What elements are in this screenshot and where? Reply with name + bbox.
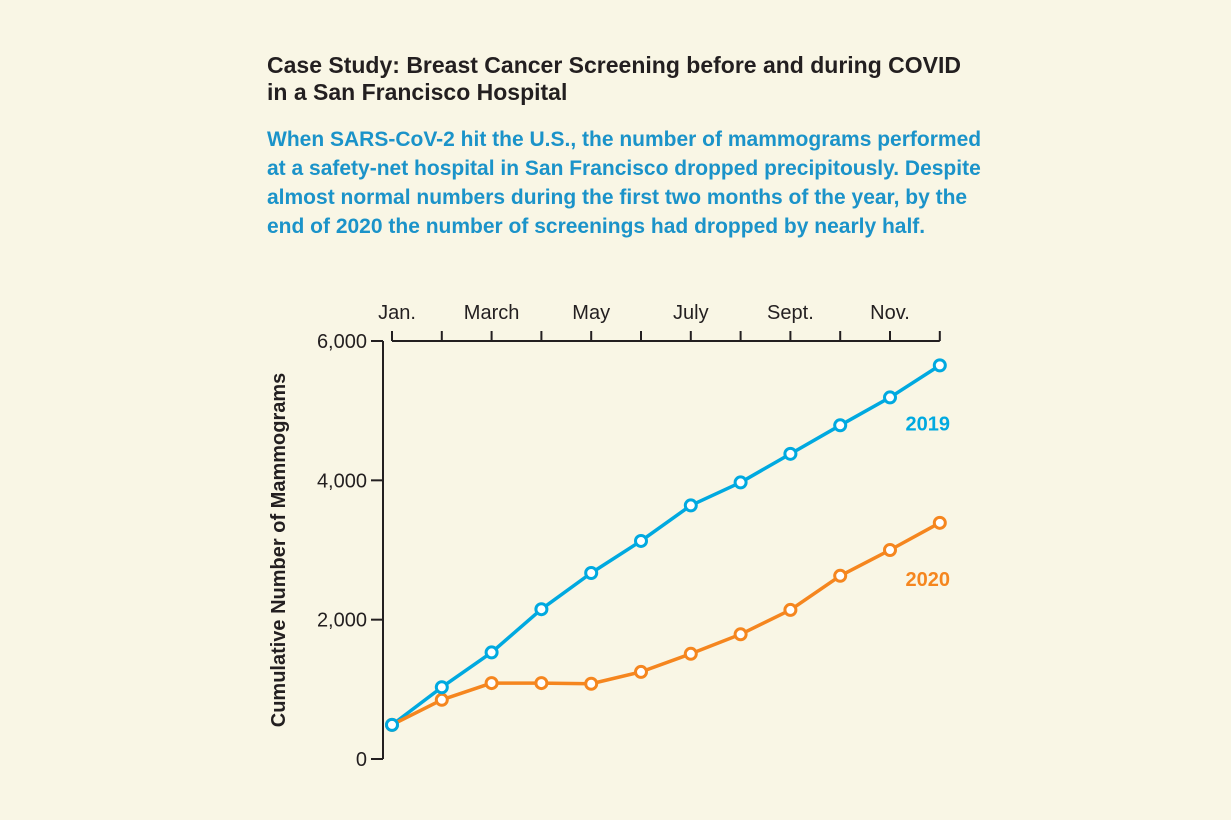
data-point-2019 xyxy=(634,533,648,548)
data-point-2019 xyxy=(484,645,499,660)
series-line-2020 xyxy=(391,521,941,727)
chart-subtitle: When SARS-CoV-2 hit the U.S., the number… xyxy=(267,128,982,238)
data-point-2020 xyxy=(733,627,748,642)
data-point-2020 xyxy=(534,676,549,691)
x-tick-label: Nov. xyxy=(870,302,910,324)
data-point-2020 xyxy=(484,676,499,691)
data-point-2019 xyxy=(434,680,449,695)
y-axis-label: Cumulative Number of Mammograms xyxy=(268,373,290,728)
y-tick-label: 0 xyxy=(356,749,367,771)
y-tick-label: 4,000 xyxy=(317,470,367,492)
series-line-2019 xyxy=(390,363,941,727)
data-point-2020 xyxy=(783,602,798,617)
series-label-2019: 2019 xyxy=(906,413,951,435)
data-point-2019 xyxy=(783,446,798,461)
data-point-2020 xyxy=(883,543,897,557)
data-point-2019 xyxy=(833,418,848,433)
x-tick-label: Jan. xyxy=(378,302,416,324)
data-point-2019 xyxy=(932,358,947,373)
data-point-2019 xyxy=(883,390,897,405)
data-point-2020 xyxy=(584,676,599,691)
x-tick-label: May xyxy=(572,302,610,324)
data-point-2019 xyxy=(534,602,549,617)
data-point-2019 xyxy=(385,717,399,732)
x-tick-label: Sept. xyxy=(767,302,814,324)
x-tick-label: March xyxy=(464,302,520,324)
data-point-2019 xyxy=(683,498,698,513)
data-point-2020 xyxy=(683,646,698,661)
data-point-2020 xyxy=(932,515,947,530)
y-tick-label: 6,000 xyxy=(317,331,367,353)
series-label-2020: 2020 xyxy=(906,569,951,591)
data-point-2019 xyxy=(733,475,748,490)
data-point-2019 xyxy=(584,565,599,580)
data-point-2020 xyxy=(634,664,648,679)
y-tick-label: 2,000 xyxy=(317,610,367,632)
chart-title: Case Study: Breast Cancer Screening befo… xyxy=(267,52,961,105)
data-point-2020 xyxy=(434,692,449,707)
data-point-2020 xyxy=(833,568,848,583)
x-tick-label: July xyxy=(673,302,709,324)
